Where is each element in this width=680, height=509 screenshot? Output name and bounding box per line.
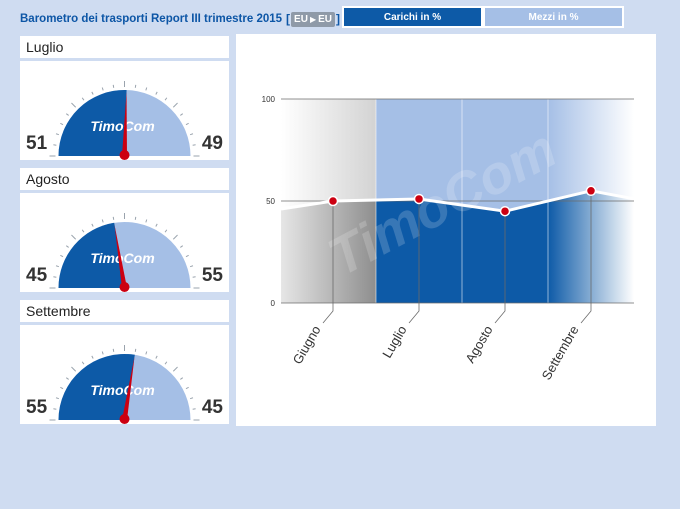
gauge-tick: [180, 113, 184, 116]
gauge-mezzi-value: 45: [201, 397, 223, 418]
gauge-tick: [164, 361, 168, 365]
x-label-leader: [408, 198, 420, 324]
gauge-tick: [145, 219, 148, 223]
gauge-brand-logo: TimoCom: [90, 250, 154, 266]
gauge-tick: [71, 102, 77, 108]
gauge-carichi-value: 55: [26, 397, 48, 418]
gauge-tick: [55, 265, 60, 268]
data-point: [499, 205, 511, 217]
gauge-tick: [189, 265, 194, 268]
x-tick-label: Giugno: [290, 323, 324, 367]
route-bracket-open: [: [286, 12, 291, 26]
tab-carichi[interactable]: Carichi in %: [344, 8, 481, 26]
gauge-tick: [91, 355, 94, 359]
gauge-brand-logo: TimoCom: [90, 118, 154, 134]
page-title: Barometro dei trasporti Report III trime…: [20, 13, 283, 25]
gauge-tick: [145, 351, 148, 355]
gauge-mezzi-value: 55: [201, 265, 223, 286]
gauge-tick: [155, 355, 158, 359]
gauge-mezzi-value: 49: [201, 133, 223, 154]
gauge-tick: [172, 366, 178, 372]
gauge-tick: [81, 97, 85, 101]
gauge-dial: TimoCom: [49, 213, 200, 292]
gauge-dial: TimoCom: [49, 81, 200, 160]
gauge-tick: [185, 386, 189, 390]
page-header: Barometro dei trasporti Report III trime…: [20, 8, 340, 30]
x-tick-label: Settembre: [539, 323, 582, 382]
gauge-tick: [155, 223, 158, 227]
gauge-tick: [172, 102, 178, 108]
gauge-needle-hub: [119, 414, 130, 424]
x-label-leader: [322, 201, 334, 324]
gauge-tick: [60, 122, 64, 126]
x-tick-label: Agosto: [462, 323, 495, 366]
gauge-tick: [185, 254, 189, 258]
gauge-carichi-sector: [58, 222, 125, 288]
route-from: EU: [294, 13, 308, 25]
data-point: [413, 193, 425, 205]
gauge-carichi-sector: [58, 353, 135, 420]
route-to: EU: [318, 13, 332, 25]
route-selector[interactable]: EU ▶ EU: [291, 11, 335, 27]
arrow-right-icon: ▶: [309, 14, 317, 24]
gauge-needle-hub: [119, 282, 130, 292]
gauge-month-label: Agosto: [20, 168, 229, 190]
gauge-needle: [122, 356, 135, 421]
gauge-tick: [60, 386, 64, 390]
gauge-tick: [65, 245, 69, 248]
gauge-tick: [81, 229, 85, 233]
gauge-panel: TimoCom 51 49: [20, 61, 229, 160]
tab-bar: Carichi in % Mezzi in %: [342, 6, 624, 28]
gauge-tick: [55, 133, 60, 136]
gauge-month-label: Settembre: [20, 300, 229, 322]
gauge-tick: [91, 91, 94, 95]
gauge-tick: [155, 91, 158, 95]
gauge-needle-hub: [119, 150, 130, 160]
gauge-tick: [55, 397, 60, 400]
x-label-leader: [494, 211, 506, 324]
gauge-tick: [172, 234, 178, 240]
gauge-tick: [164, 229, 168, 233]
gauge-tick: [71, 234, 77, 240]
tab-mezzi[interactable]: Mezzi in %: [485, 8, 622, 26]
route-bracket-close: ]: [336, 12, 340, 26]
gauge-tick: [185, 122, 189, 126]
data-point: [585, 185, 597, 197]
gauge-month-label: Luglio: [20, 36, 229, 58]
gauge-tick: [101, 219, 104, 223]
gauge-tick: [81, 361, 85, 365]
gauge-tick: [91, 223, 94, 227]
gauge-needle: [114, 224, 127, 289]
gauge-panel: TimoCom 55 45: [20, 325, 229, 424]
gauge-carichi-sector: [58, 89, 127, 156]
x-label-leader: [580, 190, 592, 324]
y-tick-label: 100: [262, 95, 276, 104]
data-point: [327, 195, 339, 207]
gauge-carichi-value: 51: [26, 133, 48, 154]
series-line: [280, 189, 635, 213]
x-tick-label: Luglio: [379, 323, 409, 361]
gauge-brand-logo: TimoCom: [90, 382, 154, 398]
gauge-tick: [189, 133, 194, 136]
chart-area-giugno: [281, 190, 376, 303]
chart-panel: TimoCom 0 50 100 Giugno Luglio Agosto Settembre: [236, 34, 656, 426]
gauge-tick: [145, 87, 148, 91]
gauge-tick: [71, 366, 77, 372]
gauge-tick: [101, 87, 104, 91]
gauge-needle: [122, 92, 127, 157]
gauge-tick: [180, 245, 184, 248]
gauge-dial: TimoCom: [49, 345, 200, 424]
gauge-tick: [65, 113, 69, 116]
gauge-panel: TimoCom 45 55: [20, 193, 229, 292]
gauge-tick: [101, 351, 104, 355]
y-tick-label: 0: [271, 299, 276, 308]
gauge-tick: [60, 254, 64, 258]
gauge-tick: [180, 377, 184, 380]
gauge-tick: [65, 377, 69, 380]
gauge-tick: [164, 97, 168, 101]
gauge-carichi-value: 45: [26, 265, 48, 286]
gauge-tick: [189, 397, 194, 400]
y-tick-label: 50: [266, 197, 275, 206]
